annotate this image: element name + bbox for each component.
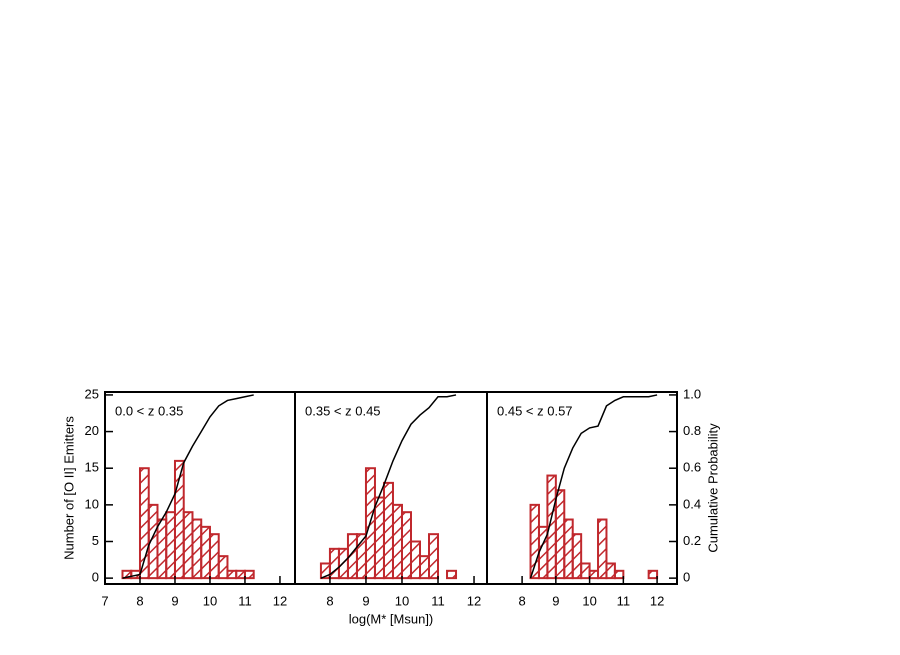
bar	[217, 555, 229, 580]
plot-frame	[486, 391, 678, 585]
bar	[537, 525, 549, 580]
y2-tick-label: 0.2	[683, 533, 701, 548]
x-tick-label: 12	[273, 593, 287, 608]
y2-tick-label: 1.0	[683, 386, 701, 401]
bar	[613, 569, 625, 580]
cumulative-line	[529, 394, 658, 579]
y2-tick-label: 0	[683, 570, 690, 585]
panel-annotation: 0.0 < z 0.35	[115, 403, 183, 418]
cumulative-line	[320, 394, 457, 579]
bar	[400, 511, 412, 580]
bar	[165, 511, 176, 580]
panel-annotation: 0.35 < z 0.45	[305, 403, 381, 418]
bar	[382, 481, 394, 580]
y-tick-label: 25	[85, 386, 99, 401]
bar	[580, 562, 591, 580]
y2-tick-label: 0.6	[683, 460, 701, 475]
bar	[571, 533, 583, 580]
bar	[554, 489, 566, 580]
bar	[200, 525, 211, 580]
x-tick-label: 8	[518, 593, 525, 608]
bar	[208, 533, 220, 580]
x-tick-label: 11	[238, 593, 252, 608]
bar	[418, 555, 431, 580]
bar	[191, 518, 203, 580]
x-tick-label: 9	[171, 593, 178, 608]
bar	[156, 518, 168, 580]
x-tick-label: 10	[203, 593, 217, 608]
y-tick-label: 0	[92, 570, 99, 585]
x-tick-label: 7	[101, 593, 108, 608]
x-tick-label: 8	[136, 593, 143, 608]
y2-tick-label: 0.8	[683, 423, 701, 438]
bar	[243, 569, 255, 580]
bar	[226, 569, 238, 580]
bar	[182, 511, 194, 580]
bar	[647, 569, 659, 580]
y-axis-label: Number of [O II] Emitters	[61, 416, 76, 560]
x-axis-label: log(M* [Msun])	[349, 611, 434, 626]
y2-tick-label: 0.4	[683, 496, 701, 511]
panel-annotation: 0.45 < z 0.57	[497, 403, 573, 418]
y-tick-label: 20	[85, 423, 99, 438]
x-tick-label: 9	[552, 593, 559, 608]
bar	[428, 533, 440, 580]
x-tick-label: 10	[582, 593, 596, 608]
bar	[597, 518, 608, 580]
x-tick-label: 9	[362, 593, 369, 608]
x-tick-label: 8	[326, 593, 333, 608]
bar	[409, 540, 421, 580]
cumulative-line	[122, 394, 254, 579]
y-tick-label: 5	[92, 533, 99, 548]
y-tick-label: 10	[85, 496, 99, 511]
y2-axis-label: Cumulative Probability	[705, 423, 720, 553]
x-tick-label: 11	[431, 593, 445, 608]
x-tick-label: 10	[395, 593, 409, 608]
bar	[235, 569, 246, 580]
x-tick-label: 11	[617, 593, 631, 608]
x-tick-label: 12	[467, 593, 481, 608]
bar	[446, 569, 458, 580]
bar	[563, 518, 574, 580]
bar	[391, 503, 403, 580]
y-tick-label: 15	[85, 460, 99, 475]
bar	[373, 496, 385, 580]
bar	[588, 569, 600, 580]
bar	[605, 562, 616, 580]
x-tick-label: 12	[650, 593, 664, 608]
